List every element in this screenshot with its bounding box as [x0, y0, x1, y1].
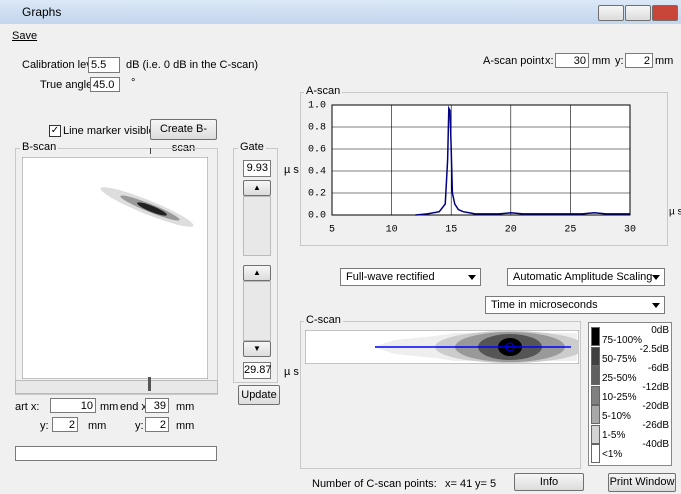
time-dropdown[interactable]: Time in microseconds — [485, 296, 665, 314]
legend-swatch — [591, 386, 600, 405]
legend: 75-100% 50-75% 25-50% 10-25% 5-10% 1-5% <1% 0dB… — [588, 322, 672, 466]
x-tick-label: 15 — [445, 225, 457, 236]
window: Graphs Save Calibration level 5.5 dB (i.… — [0, 0, 681, 494]
x-tick-label: 30 — [624, 225, 636, 236]
points-y: y= 5 — [475, 478, 496, 490]
x-axis-label: µ s — [669, 207, 681, 218]
legend-db: -26dB — [642, 420, 669, 431]
legend-db: -2.5dB — [640, 344, 669, 355]
legend-db: -12dB — [642, 382, 669, 393]
legend-percent: 75-100% — [602, 335, 642, 346]
legend-swatch — [591, 405, 600, 424]
legend-percent: 5-10% — [602, 411, 631, 422]
x-tick-label: 20 — [505, 225, 517, 236]
legend-db: -40dB — [642, 439, 669, 450]
points-x: x= 41 — [445, 478, 472, 490]
legend-swatch — [591, 347, 600, 366]
print-button[interactable]: Print Window — [608, 473, 676, 492]
cscan-title: C-scan — [304, 314, 343, 326]
legend-db: -20dB — [642, 401, 669, 412]
x-tick-label: 25 — [564, 225, 576, 236]
legend-percent: 1-5% — [602, 430, 625, 441]
legend-swatch — [591, 444, 600, 463]
y-tick-label: 0.2 — [308, 189, 326, 200]
legend-swatch — [591, 425, 600, 444]
info-button[interactable]: Info — [514, 473, 584, 491]
x-tick-label: 5 — [329, 225, 335, 236]
points-label: Number of C-scan points: — [312, 478, 437, 490]
plot-area — [332, 105, 630, 215]
legend-percent: <1% — [602, 449, 622, 460]
y-tick-label: 0.8 — [308, 123, 326, 134]
legend-db: 0dB — [651, 325, 669, 336]
legend-db: -6dB — [648, 363, 669, 374]
legend-swatch — [591, 366, 600, 385]
legend-percent: 25-50% — [602, 373, 636, 384]
rectification-dropdown[interactable]: Full-wave rectified — [340, 268, 481, 286]
y-tick-label: 0.0 — [308, 211, 326, 222]
scaling-dropdown[interactable]: Automatic Amplitude Scaling — [507, 268, 665, 286]
x-tick-label: 10 — [386, 225, 398, 236]
legend-percent: 50-75% — [602, 354, 636, 365]
legend-percent: 10-25% — [602, 392, 636, 403]
y-tick-label: 1.0 — [308, 101, 326, 112]
legend-swatch — [591, 327, 600, 346]
y-tick-label: 0.6 — [308, 145, 326, 156]
cscan-image — [305, 330, 579, 364]
y-tick-label: 0.4 — [308, 167, 326, 178]
